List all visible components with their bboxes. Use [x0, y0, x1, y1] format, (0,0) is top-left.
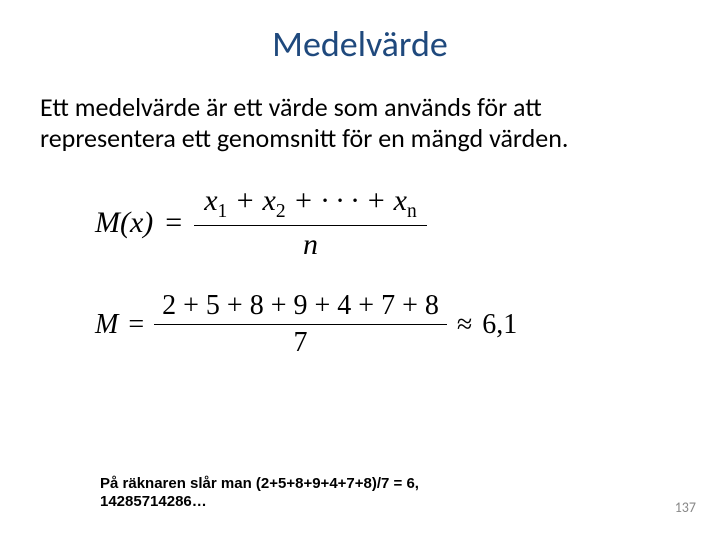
page-number: 137 — [675, 499, 696, 516]
formula2-denominator: 7 — [294, 325, 308, 359]
formula2-result: 6,1 — [482, 309, 517, 341]
formula2-eq: = — [128, 309, 144, 341]
formula1-fraction: x1 + x2 + · · · + xn n — [194, 184, 426, 262]
calculator-note: På räknaren slår man (2+5+8+9+4+7+8)/7 =… — [100, 475, 460, 513]
formula-example: M = 2 + 5 + 8 + 9 + 4 + 7 + 8 7 ≈ 6,1 — [0, 262, 720, 359]
formula2-approx: ≈ — [457, 309, 472, 341]
formula1-denominator: n — [303, 226, 318, 262]
formula2-lhs: M — [95, 309, 118, 341]
formula1-eq: = — [165, 206, 182, 240]
formula-general: M(x) = x1 + x2 + · · · + xn n — [0, 154, 720, 262]
formula1-numerator: x1 + x2 + · · · + xn — [194, 184, 426, 226]
formula2-numerator: 2 + 5 + 8 + 9 + 4 + 7 + 8 — [154, 290, 447, 325]
formula1-lhs: M(x) — [95, 206, 153, 240]
body-paragraph: Ett medelvärde är ett värde som används … — [0, 84, 720, 154]
slide-title: Medelvärde — [0, 0, 720, 84]
formula2-fraction: 2 + 5 + 8 + 9 + 4 + 7 + 8 7 — [154, 290, 447, 359]
